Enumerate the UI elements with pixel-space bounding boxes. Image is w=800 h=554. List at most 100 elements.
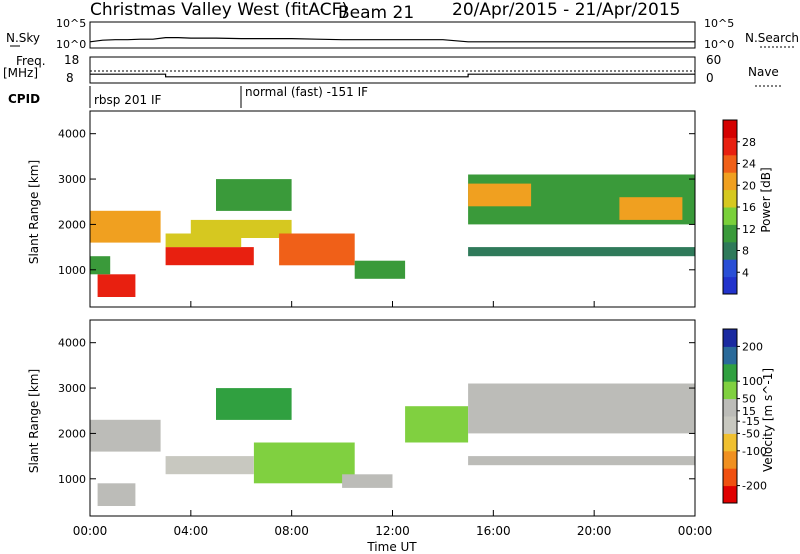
date-range: 20/Apr/2015 - 21/Apr/2015 — [452, 0, 680, 20]
rti-region-3-2 — [165, 456, 254, 475]
noise-tick-top: 10^5 — [56, 17, 86, 30]
xtick-label: 00:00 — [73, 524, 108, 538]
noise-tick-bottom: 10^0 — [56, 38, 86, 51]
rti-region-2-10 — [468, 183, 532, 207]
freq-label: Freq. — [16, 54, 46, 68]
colorbar-tick-label: 50 — [742, 393, 756, 406]
xtick-label: 20:00 — [577, 524, 612, 538]
cpid-text-1: normal (fast) -151 IF — [245, 85, 368, 99]
noise-tick-top-right: 10^5 — [704, 17, 734, 30]
colorbar-swatch — [723, 346, 737, 365]
colorbar-swatch — [723, 207, 737, 225]
rti-region-3-6 — [405, 406, 469, 443]
rti-region-3-5 — [342, 474, 393, 488]
ytick-label: 4000 — [58, 337, 86, 350]
cpid-text-0: rbsp 201 IF — [94, 93, 161, 107]
velocity-panel: 1000 2000 3000 4000 Slant Range [km] -200 -1… — [27, 319, 775, 517]
ytick-label: 3000 — [58, 173, 86, 186]
freq-tick-bottom: 8 — [66, 71, 74, 85]
cpid-panel: CPID rbsp 201 IF normal (fast) -151 IF — [8, 85, 368, 108]
colorbar-swatch — [723, 224, 737, 243]
velocity-y-axis: 1000 2000 3000 4000 — [58, 337, 695, 486]
colorbar-tick-label: 4 — [742, 266, 749, 279]
nave-tick-bottom: 0 — [706, 71, 714, 85]
rti-region-3-7 — [468, 383, 695, 434]
rti-region-2-5 — [190, 219, 292, 238]
rti-region-2-1 — [97, 274, 136, 297]
colorbar-tick-label: -200 — [742, 480, 767, 493]
xtick-label: 00:00 — [678, 524, 713, 538]
rti-region-3-3 — [253, 442, 355, 484]
colorbar-tick-label: 20 — [742, 179, 756, 192]
xtick-label: 08:00 — [274, 524, 309, 538]
noise-tick-bottom-right: 10^0 — [704, 38, 734, 51]
cpid-label: CPID — [8, 92, 40, 106]
freq-panel-frame — [89, 56, 696, 84]
freq-tick-top: 18 — [64, 53, 79, 67]
freq-unit-label: [MHz] — [3, 66, 38, 80]
xtick-label: 04:00 — [174, 524, 209, 538]
colorbar-tick-label: 24 — [742, 158, 756, 171]
colorbar-tick-label: 28 — [742, 136, 756, 149]
colorbar-frame — [722, 328, 738, 504]
rti-region-3-4 — [216, 388, 292, 420]
ytick-label: 2000 — [58, 218, 86, 231]
time-x-axis: 00:00 04:00 08:00 12:00 16:00 20:00 00:00 — [73, 301, 713, 538]
colorbar-swatch — [723, 398, 737, 417]
time-axis-label: Time UT — [366, 540, 417, 554]
beam-label: Beam 21 — [338, 3, 414, 23]
rti-region-2-3 — [165, 247, 254, 266]
colorbar-swatch — [723, 189, 737, 208]
rti-region-2-2 — [90, 256, 111, 275]
xtick-label: 16:00 — [476, 524, 511, 538]
colorbar-swatch — [723, 154, 737, 173]
colorbar-tick-label: 100 — [742, 375, 763, 388]
ytick-label: 4000 — [58, 128, 86, 141]
rti-region-2-6 — [279, 233, 355, 266]
colorbar-swatch — [723, 329, 737, 347]
power-y-axis: 1000 2000 3000 4000 — [58, 128, 695, 277]
rti-region-2-7 — [216, 179, 292, 211]
colorbar-tick-label: 15 — [742, 405, 756, 418]
station-title: Christmas Valley West (fitACF) — [90, 0, 348, 20]
colorbar-tick-label: 12 — [742, 223, 756, 236]
ytick-label: 1000 — [58, 264, 86, 277]
rti-region-3-0 — [90, 419, 161, 452]
ytick-label: 2000 — [58, 427, 86, 440]
rti-region-2-0 — [90, 210, 161, 243]
colorbar-tick-label: 8 — [742, 245, 749, 258]
nsky-label: N.Sky — [6, 31, 40, 45]
freq-panel: Freq. [MHz] 18 8 60 0 Nave — [3, 53, 782, 87]
colorbar-swatch — [723, 485, 737, 504]
rti-region-2-8 — [354, 260, 406, 279]
colorbar-swatch — [723, 120, 737, 138]
xtick-label: 12:00 — [375, 524, 410, 538]
ytick-label: 1000 — [58, 473, 86, 486]
colorbar-swatch — [723, 381, 737, 400]
colorbar-swatch — [723, 276, 737, 295]
colorbar-swatch — [723, 450, 737, 469]
rti-region-3-1 — [97, 483, 136, 506]
colorbar-swatch — [723, 433, 737, 452]
colorbar-tick-label: 200 — [742, 340, 763, 353]
colorbar-swatch — [723, 416, 737, 434]
noise-series-line — [89, 37, 695, 43]
noise-panel-frame — [89, 21, 696, 49]
power-colorbar-label: Power [dB] — [759, 167, 773, 232]
colorbar-tick-label: 16 — [742, 201, 756, 214]
colorbar-swatch — [723, 172, 737, 191]
velocity-ylabel: Slant Range [km] — [27, 369, 41, 473]
colorbar-tick-label: -15 — [742, 415, 760, 428]
freq-series-line — [90, 73, 695, 78]
colorbar-tick-label: -50 — [742, 427, 760, 440]
colorbar-swatch — [723, 363, 737, 382]
velocity-colorbar-label: Velocity [m s^-1] — [761, 368, 775, 472]
colorbar-tick-label: -100 — [742, 445, 767, 458]
power-colorbar: 4 8 12 16 20 24 28 — [722, 119, 756, 295]
ytick-label: 3000 — [58, 382, 86, 395]
power-ylabel: Slant Range [km] — [27, 160, 41, 264]
nave-tick-top: 60 — [706, 53, 721, 67]
rti-region-3-8 — [468, 456, 695, 466]
